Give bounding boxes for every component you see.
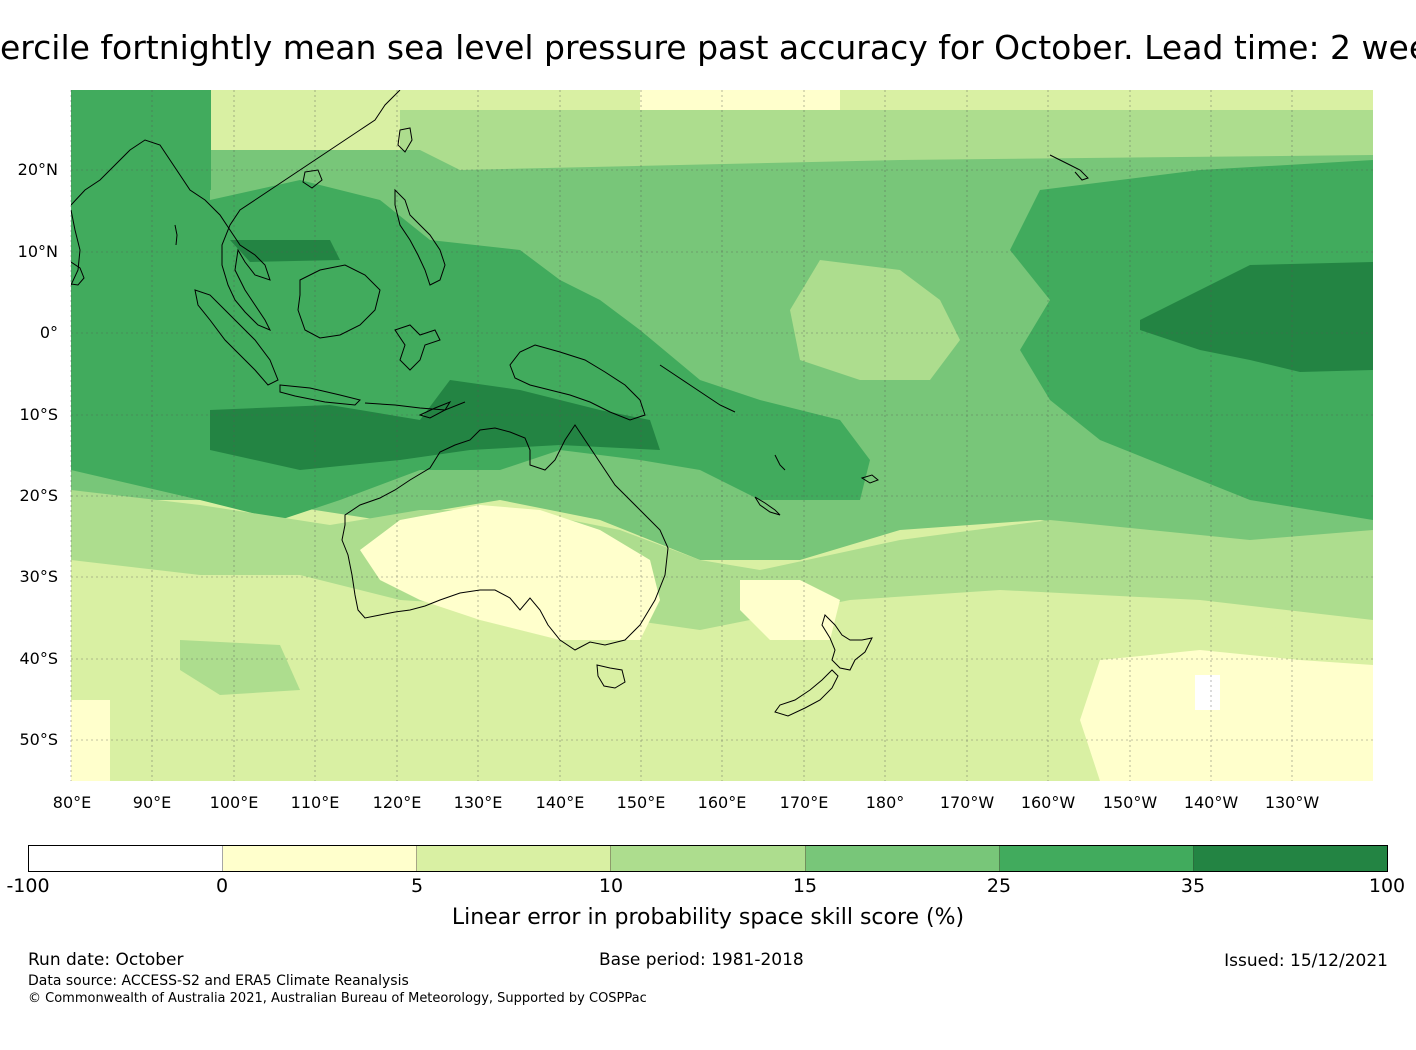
- lon-label-120e: 120°E: [372, 793, 422, 812]
- coast-taiwan: [397, 127, 413, 153]
- lat-label-20s: 20°S: [19, 486, 58, 505]
- skill-patch-southeast-low: [1080, 650, 1373, 781]
- colorbar-segment-5-10: [417, 846, 612, 871]
- issued-date: Issued: 15/12/2021: [1224, 951, 1388, 971]
- copyright-notice: © Commonwealth of Australia 2021, Austra…: [28, 991, 647, 1006]
- coast-timor: [418, 400, 452, 419]
- lat-label-40s: 40°S: [19, 649, 58, 668]
- colorbar-label: Linear error in probability space skill …: [451, 905, 965, 930]
- coast-sri-lanka: [71, 261, 85, 286]
- map-title: ercile fortnightly mean sea level pressu…: [0, 28, 1416, 67]
- coast-vanuatu: [774, 454, 786, 471]
- coast-lesser-sunda: [364, 401, 466, 411]
- lat-label-10n: 10°N: [17, 242, 58, 261]
- lon-label-80e: 80°E: [52, 793, 92, 812]
- base-period: Base period: 1981-2018: [599, 950, 804, 970]
- coast-india-tip: [71, 209, 81, 286]
- colorbar-segment-neg100-0: [29, 846, 224, 871]
- skill-patch-australia-low: [360, 505, 660, 640]
- lon-label-170w: 170°W: [939, 793, 995, 812]
- lon-label-140e: 140°E: [535, 793, 585, 812]
- lat-label-20n: 20°N: [17, 160, 58, 179]
- colorbar-segment-25-35: [999, 846, 1194, 871]
- skill-patch-borneo-max: [230, 240, 340, 262]
- skill-patch-indonesia-max: [210, 380, 660, 470]
- lat-label-0: 0°: [39, 323, 58, 342]
- coast-australia: [341, 424, 669, 651]
- lat-label-10s: 10°S: [19, 405, 58, 424]
- colorbar-tick-0: 0: [215, 875, 229, 897]
- colorbar-segment-35-100: [1193, 846, 1387, 871]
- skill-patch-southwest-low: [71, 700, 110, 781]
- colorbar-tick-25: 25: [986, 875, 1012, 897]
- colorbar-tick-35: 35: [1180, 875, 1206, 897]
- coast-sumatra: [194, 289, 279, 386]
- colorbar-tick-neg100: -100: [6, 875, 50, 897]
- skill-patch-negative: [1195, 675, 1220, 710]
- coast-nz-south: [774, 669, 839, 717]
- colorbar-tick-5: 5: [410, 875, 424, 897]
- coast-andaman: [174, 224, 178, 246]
- lon-label-140w: 140°W: [1183, 793, 1239, 812]
- lon-label-90e: 90°E: [132, 793, 172, 812]
- coast-java: [279, 384, 361, 406]
- skill-patch-bay: [71, 90, 211, 190]
- coast-hainan: [302, 169, 323, 189]
- coast-new-guinea: [509, 344, 646, 421]
- coast-hawaii: [1049, 154, 1089, 181]
- lon-label-150e: 150°E: [616, 793, 666, 812]
- coast-se-asia: [71, 90, 401, 331]
- lon-label-130w: 130°W: [1264, 793, 1320, 812]
- colorbar-segment-15-25: [805, 846, 1000, 871]
- coast-tasmania: [596, 664, 626, 689]
- data-source: Data source: ACCESS-S2 and ERA5 Climate …: [28, 973, 409, 989]
- colorbar-tick-15: 15: [792, 875, 818, 897]
- skill-patch-south-indian: [180, 640, 300, 695]
- lon-label-160e: 160°E: [697, 793, 747, 812]
- coast-fiji: [860, 474, 879, 484]
- lat-label-30s: 30°S: [19, 567, 58, 586]
- run-date: Run date: October: [28, 950, 184, 970]
- skill-patch-equatorial: [790, 260, 960, 380]
- coast-sulawesi: [394, 324, 441, 371]
- skill-patch-tasman-low: [740, 580, 840, 640]
- colorbar-tick-10: 10: [598, 875, 624, 897]
- skill-map: 20°N 10°N 0° 10°S 20°S 30°S 40°S 50°S 80…: [17, 90, 1373, 812]
- colorbar-tick-100: 100: [1368, 875, 1406, 897]
- skill-field: [71, 90, 1373, 781]
- lon-label-150w: 150°W: [1102, 793, 1158, 812]
- lon-label-110e: 110°E: [290, 793, 340, 812]
- colorbar-segment-0-5: [223, 846, 418, 871]
- lon-label-130e: 130°E: [453, 793, 503, 812]
- coast-nz-north: [821, 614, 873, 671]
- coast-solomon: [659, 364, 736, 413]
- lat-label-50s: 50°S: [19, 730, 58, 749]
- coast-borneo: [297, 264, 381, 339]
- coastlines: [71, 90, 1089, 717]
- lon-label-170e: 170°E: [779, 793, 829, 812]
- colorbar-segment-10-15: [611, 846, 806, 871]
- skill-patch-eastpac-max: [1140, 262, 1373, 372]
- graticule: [70, 90, 1373, 781]
- lon-label-100e: 100°E: [209, 793, 259, 812]
- skill-map-svg: [70, 90, 1373, 781]
- coast-philippines: [394, 188, 446, 286]
- lon-label-160w: 160°W: [1020, 793, 1076, 812]
- colorbar: [28, 845, 1388, 872]
- coast-new-caledonia: [754, 496, 781, 516]
- lon-label-180: 180°: [865, 793, 905, 812]
